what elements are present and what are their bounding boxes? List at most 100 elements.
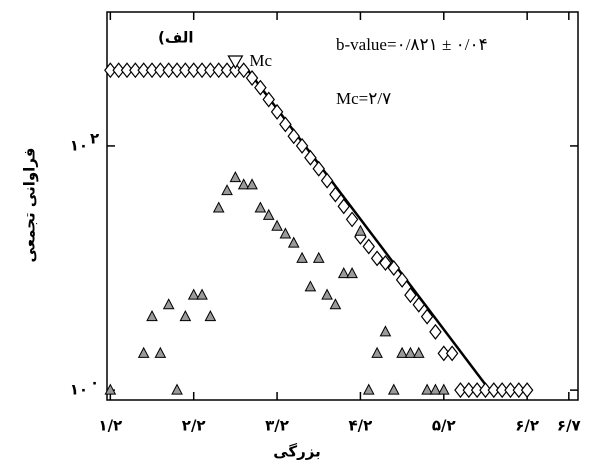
triangle-point [362,383,375,395]
diamond-point [145,62,159,79]
triangle-point [221,184,233,196]
triangle-point [329,298,342,310]
x-tick-label: ۶/۷ [557,417,581,435]
diamond-point [154,62,167,79]
mc-label: Mc [249,51,272,70]
x-tick-label: ۳/۲ [265,417,289,435]
triangle-point [304,280,317,292]
triangle-point [212,201,225,213]
mc-marker [227,55,244,70]
diamond-point [229,62,242,79]
triangle-point [104,383,117,395]
triangle-point [179,310,192,322]
diamond-point [112,62,125,79]
triangle-point [187,288,200,300]
triangle-point [412,346,425,358]
triangle-point [287,236,300,248]
triangle-point [162,298,175,310]
diamond-point [162,62,175,79]
diamond-point [312,160,326,177]
y-axis-label: فراوانی تجمعی [21,148,39,263]
diamond-point [345,211,359,228]
diamond-point [220,62,234,79]
diamond-point [462,382,476,399]
y-tick-exponent: ۲ [90,129,99,147]
diamond-point [320,172,334,189]
triangle-point [196,288,208,300]
y-tick-exponent: ۰ [90,374,99,392]
triangle-point [204,310,217,322]
x-tick-label: ۵/۲ [432,417,456,435]
triangle-point [354,224,367,236]
diamond-point [404,287,417,304]
diamond-point [204,62,217,79]
diamond-point [262,91,275,108]
diamond-point [245,70,259,86]
diamond-point [129,62,142,79]
b-value-annotation: b-value=۰/۸۲۱ ± ۰/۰۴ [336,35,488,54]
diamond-point [395,271,409,288]
triangle-point [254,201,267,213]
diamond-point [445,345,459,362]
triangle-point [371,346,383,358]
triangle-point [346,267,358,279]
diamond-point [104,62,117,79]
triangle-point [279,227,292,239]
diamond-point [237,62,250,79]
triangle-point [237,178,250,190]
triangle-point [387,383,400,395]
triangle-point [146,310,158,322]
diamond-point [179,62,192,79]
diamond-point [454,382,467,399]
diamond-point [479,382,492,399]
triangle-point [154,346,167,358]
diamond-point [254,79,267,96]
diamond-point [270,103,284,120]
x-tick-label: ۶/۲ [515,417,539,435]
panel-label: الف) [158,29,194,47]
diamond-point [429,323,442,340]
diamond-point [170,62,184,79]
x-tick-label: ۴/۲ [349,417,373,435]
triangle-point [404,346,417,358]
diamond-point [495,382,509,399]
diamond-point [362,238,376,255]
x-tick-label: ۲/۲ [182,417,206,435]
diamond-point [520,382,534,399]
y-tick-label: ۱۰ [70,381,88,399]
y-tick-label: ۱۰ [70,136,88,154]
diamond-point [470,382,484,399]
diamond-point [120,62,134,79]
diamond-point [387,260,401,276]
diamond-point [379,254,392,271]
diamond-point [487,382,501,399]
diamond-point [279,116,292,133]
diamond-point [212,62,225,79]
diamond-point [187,62,200,79]
mc-annotation: Mc=۲/۷ [336,89,391,108]
diamond-point [412,296,426,313]
diamond-point [512,382,526,399]
triangle-point [171,383,183,395]
triangle-point [437,383,450,395]
triangle-point [379,325,392,337]
triangle-point [271,219,283,231]
triangle-point [321,288,333,300]
diamond-point [195,62,209,79]
x-tick-label: ۱/۲ [98,417,122,435]
triangle-point [312,251,325,263]
diamond-point [370,250,384,267]
triangle-point [337,267,350,279]
diamond-point [420,308,434,325]
triangle-point [396,346,408,358]
triangle-point [137,346,150,358]
diamond-point [287,128,300,145]
diamond-point [295,137,309,154]
diamond-point [337,198,351,215]
triangle-point [262,208,275,220]
diamond-point [329,186,342,203]
triangle-point [296,251,308,263]
triangle-point [421,383,433,395]
